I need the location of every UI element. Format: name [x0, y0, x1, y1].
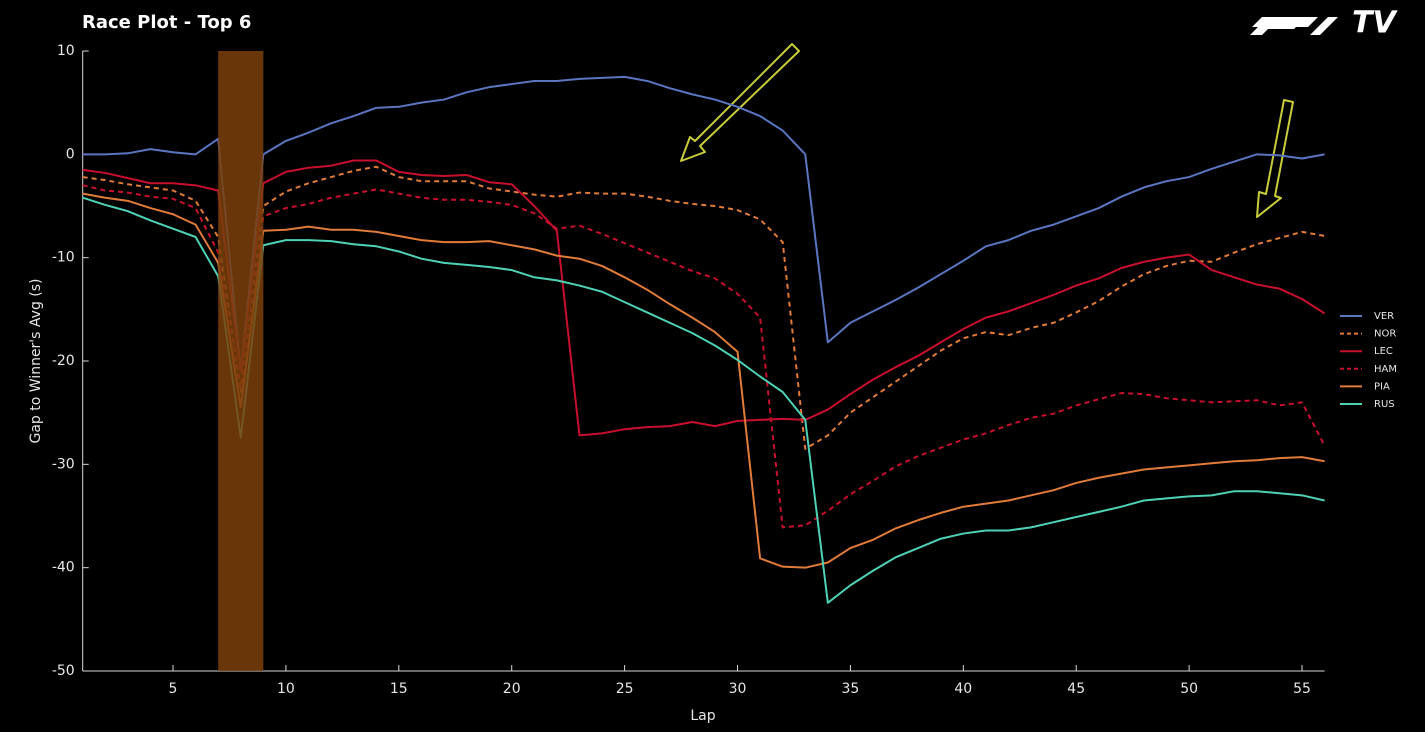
annotation-arrows: [680, 43, 1294, 218]
arrow: [680, 43, 800, 162]
series-line: [82, 75, 1325, 373]
x-tick-label: 55: [1293, 681, 1311, 697]
legend-label: LEC: [1374, 346, 1393, 357]
x-tick-label: 35: [842, 681, 860, 697]
series-line: [82, 184, 1326, 529]
logo-stripe: [1250, 23, 1300, 35]
y-tick-label: -20: [52, 353, 75, 369]
chart-title: Race Plot - Top 6: [82, 12, 251, 33]
x-tick-label: 5: [169, 681, 178, 697]
series-line: [82, 165, 1325, 450]
legend-label: HAM: [1374, 364, 1397, 375]
x-tick-label: 25: [616, 681, 634, 697]
x-tick-label: 20: [503, 681, 521, 697]
x-tick-label: 50: [1180, 681, 1198, 697]
series-line: [82, 159, 1326, 437]
y-tick-label: 10: [57, 43, 75, 59]
legend-label: PIA: [1374, 381, 1390, 392]
y-tick-label: -50: [52, 663, 75, 679]
series-line: [82, 196, 1325, 604]
legend-label: NOR: [1374, 329, 1396, 340]
logo-stripe: [1310, 17, 1338, 35]
y-tick-label: -40: [52, 560, 75, 576]
highlight-band: [218, 51, 264, 671]
legend-label: RUS: [1374, 399, 1395, 410]
x-tick-label: 10: [277, 681, 295, 697]
x-tick-label: 30: [729, 681, 747, 697]
y-tick-label: -10: [52, 250, 75, 266]
x-tick-label: 15: [390, 681, 408, 697]
x-axis-label: Lap: [690, 708, 715, 724]
y-axis-label: Gap to Winner's Avg (s): [28, 279, 44, 444]
y-tick-label: -30: [52, 456, 75, 472]
y-tick-label: 0: [66, 146, 75, 162]
x-tick-label: 40: [954, 681, 972, 697]
brand-logo: TV: [1250, 6, 1398, 41]
legend-label: VER: [1374, 311, 1394, 322]
logo-text: TV: [1352, 6, 1398, 41]
x-tick-label: 45: [1067, 681, 1085, 697]
arrow: [1256, 99, 1294, 218]
series-line: [82, 192, 1325, 569]
